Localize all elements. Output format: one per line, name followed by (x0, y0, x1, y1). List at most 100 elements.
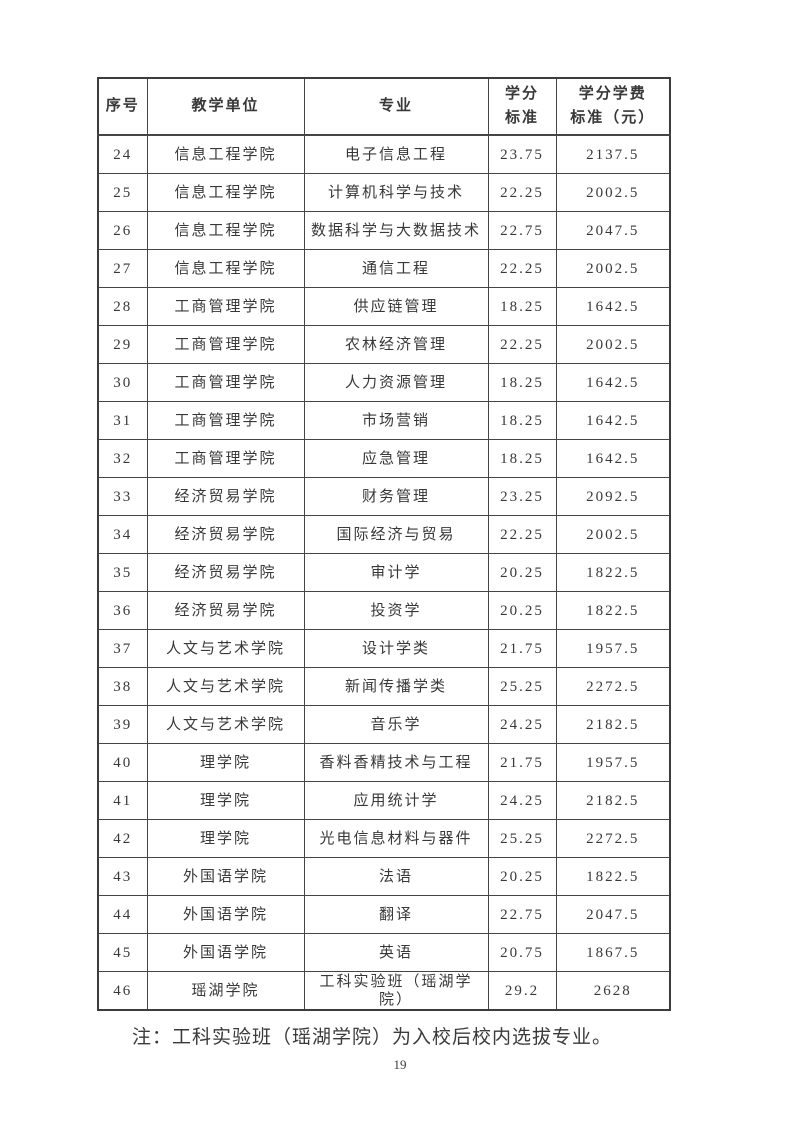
cell-credit: 18.25 (487, 401, 557, 440)
cell-credit: 22.25 (487, 325, 557, 364)
cell-unit: 工商管理学院 (146, 287, 305, 326)
cell-credit: 24.25 (487, 781, 557, 820)
cell-tuition: 1822.5 (555, 591, 671, 630)
cell-major: 光电信息材料与器件 (303, 819, 489, 858)
cell-tuition: 2272.5 (555, 667, 671, 706)
cell-no: 24 (97, 134, 148, 174)
cell-major: 应用统计学 (303, 781, 489, 820)
cell-unit: 信息工程学院 (146, 134, 305, 174)
cell-major: 审计学 (303, 553, 489, 592)
table-row: 33 经济贸易学院 财务管理 23.25 2092.5 (97, 477, 671, 516)
cell-tuition: 2002.5 (555, 515, 671, 554)
table-row: 46 瑶湖学院 工科实验班（瑶湖学院） 29.2 2628 (97, 971, 671, 1011)
cell-no: 26 (97, 211, 148, 250)
cell-major: 应急管理 (303, 439, 489, 478)
cell-major: 计算机科学与技术 (303, 173, 489, 212)
cell-tuition: 1957.5 (555, 743, 671, 782)
cell-unit: 经济贸易学院 (146, 515, 305, 554)
cell-unit: 信息工程学院 (146, 249, 305, 288)
cell-unit: 信息工程学院 (146, 173, 305, 212)
cell-unit: 工商管理学院 (146, 325, 305, 364)
cell-credit: 18.25 (487, 363, 557, 402)
cell-major: 供应链管理 (303, 287, 489, 326)
cell-credit: 29.2 (487, 971, 557, 1011)
table-row: 38 人文与艺术学院 新闻传播学类 25.25 2272.5 (97, 667, 671, 706)
cell-no: 27 (97, 249, 148, 288)
cell-no: 37 (97, 629, 148, 668)
cell-major: 市场营销 (303, 401, 489, 440)
column-header-major: 专业 (303, 77, 489, 136)
table-row: 29 工商管理学院 农林经济管理 22.25 2002.5 (97, 325, 671, 364)
cell-unit: 外国语学院 (146, 933, 305, 972)
cell-credit: 21.75 (487, 629, 557, 668)
table-header-row: 序号 教学单位 专业 学分 标准 学分学费 标准（元） (97, 77, 671, 136)
cell-tuition: 2002.5 (555, 249, 671, 288)
cell-credit: 23.75 (487, 134, 557, 174)
cell-credit: 24.25 (487, 705, 557, 744)
cell-tuition: 2047.5 (555, 895, 671, 934)
cell-no: 25 (97, 173, 148, 212)
cell-unit: 人文与艺术学院 (146, 667, 305, 706)
cell-unit: 理学院 (146, 819, 305, 858)
cell-major: 财务管理 (303, 477, 489, 516)
cell-no: 29 (97, 325, 148, 364)
cell-unit: 工商管理学院 (146, 363, 305, 402)
cell-no: 41 (97, 781, 148, 820)
column-header-serial: 序号 (97, 77, 148, 136)
cell-unit: 工商管理学院 (146, 401, 305, 440)
cell-no: 34 (97, 515, 148, 554)
cell-tuition: 1642.5 (555, 363, 671, 402)
cell-tuition: 2272.5 (555, 819, 671, 858)
column-header-tuition: 学分学费 标准（元） (555, 77, 671, 136)
table-row: 39 人文与艺术学院 音乐学 24.25 2182.5 (97, 705, 671, 744)
page-number: 19 (393, 1057, 407, 1072)
cell-no: 45 (97, 933, 148, 972)
cell-no: 43 (97, 857, 148, 896)
cell-tuition: 1642.5 (555, 401, 671, 440)
table-row: 41 理学院 应用统计学 24.25 2182.5 (97, 781, 671, 820)
cell-major: 设计学类 (303, 629, 489, 668)
table-row: 43 外国语学院 法语 20.25 1822.5 (97, 857, 671, 896)
cell-unit: 外国语学院 (146, 895, 305, 934)
cell-unit: 人文与艺术学院 (146, 705, 305, 744)
cell-credit: 25.25 (487, 667, 557, 706)
column-header-unit: 教学单位 (146, 77, 305, 136)
cell-tuition: 1642.5 (555, 439, 671, 478)
cell-tuition: 2137.5 (555, 134, 671, 174)
table-row: 36 经济贸易学院 投资学 20.25 1822.5 (97, 591, 671, 630)
cell-no: 28 (97, 287, 148, 326)
table-row: 24 信息工程学院 电子信息工程 23.75 2137.5 (97, 134, 671, 174)
cell-unit: 理学院 (146, 743, 305, 782)
cell-major: 法语 (303, 857, 489, 896)
cell-unit: 理学院 (146, 781, 305, 820)
cell-no: 35 (97, 553, 148, 592)
cell-major: 电子信息工程 (303, 134, 489, 174)
cell-tuition: 2182.5 (555, 705, 671, 744)
cell-no: 36 (97, 591, 148, 630)
cell-tuition: 1822.5 (555, 857, 671, 896)
table-body: 24 信息工程学院 电子信息工程 23.75 2137.5 25 信息工程学院 计算机科学与技… (97, 134, 671, 1011)
cell-no: 32 (97, 439, 148, 478)
table-row: 37 人文与艺术学院 设计学类 21.75 1957.5 (97, 629, 671, 668)
cell-tuition: 2628 (555, 971, 671, 1011)
cell-unit: 经济贸易学院 (146, 553, 305, 592)
table-row: 35 经济贸易学院 审计学 20.25 1822.5 (97, 553, 671, 592)
cell-credit: 18.25 (487, 439, 557, 478)
table-row: 26 信息工程学院 数据科学与大数据技术 22.75 2047.5 (97, 211, 671, 250)
cell-major: 农林经济管理 (303, 325, 489, 364)
cell-credit: 22.25 (487, 249, 557, 288)
table-row: 32 工商管理学院 应急管理 18.25 1642.5 (97, 439, 671, 478)
cell-no: 31 (97, 401, 148, 440)
cell-credit: 22.75 (487, 211, 557, 250)
cell-credit: 20.25 (487, 591, 557, 630)
cell-unit: 经济贸易学院 (146, 477, 305, 516)
cell-no: 30 (97, 363, 148, 402)
cell-major: 工科实验班（瑶湖学院） (303, 971, 489, 1011)
table-row: 40 理学院 香料香精技术与工程 21.75 1957.5 (97, 743, 671, 782)
cell-major: 香料香精技术与工程 (303, 743, 489, 782)
cell-major: 英语 (303, 933, 489, 972)
credit-fee-table: 序号 教学单位 专业 学分 标准 学分学费 标准（元） 24 信息工程学院 电子信息… (97, 77, 671, 1011)
cell-unit: 工商管理学院 (146, 439, 305, 478)
table-row: 44 外国语学院 翻译 22.75 2047.5 (97, 895, 671, 934)
